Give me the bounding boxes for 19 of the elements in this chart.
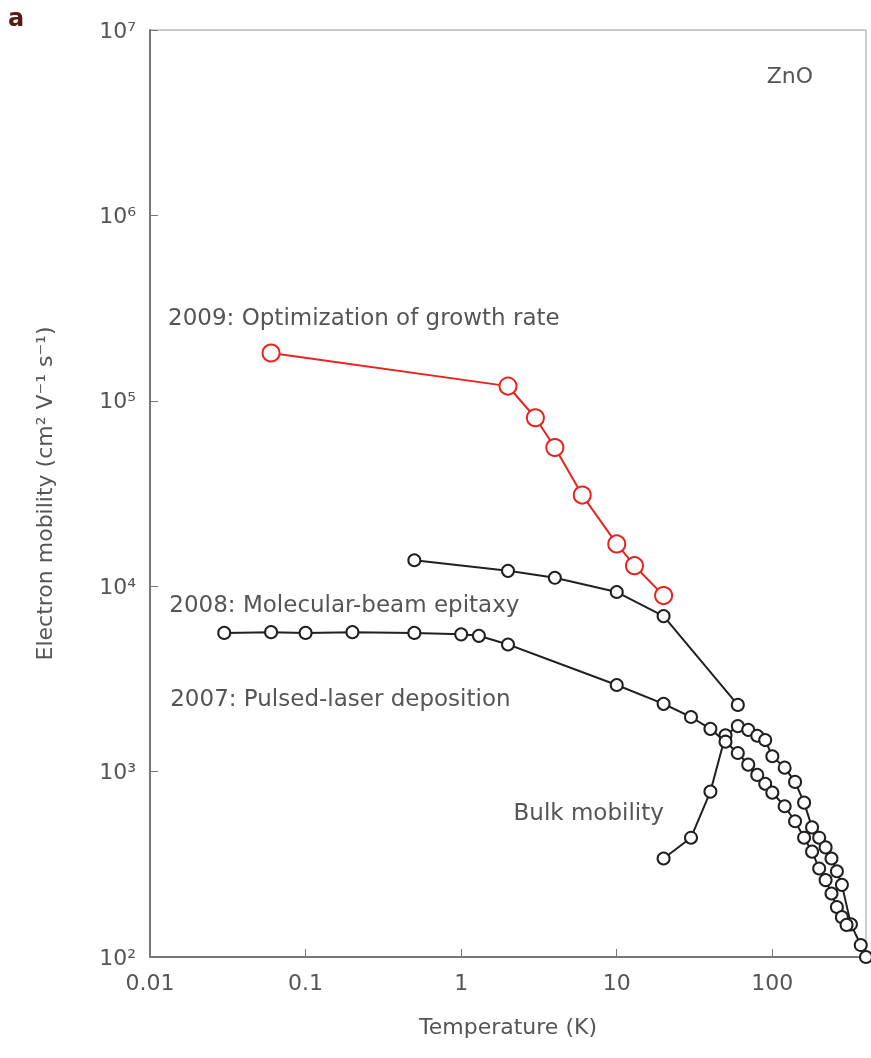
text: a [8, 4, 25, 32]
y-tick-label: 10³ [99, 759, 136, 785]
series-label: 2007: Pulsed-laser deposition [170, 684, 511, 711]
y-tick-label: 10⁶ [99, 202, 137, 228]
annotation: ZnO [766, 62, 814, 88]
x-tick-label: 1 [454, 969, 469, 995]
series-label: Bulk mobility [513, 799, 664, 826]
x-tick-label: 100 [751, 969, 794, 995]
y-tick-label: 10⁴ [99, 573, 137, 599]
x-tick-label: 0.01 [125, 969, 175, 995]
x-tick-label: 0.1 [288, 969, 324, 995]
x-axis-title: Temperature (K) [418, 1013, 597, 1039]
y-tick-label: 10⁷ [99, 17, 136, 43]
y-axis-title: Electron mobility (cm² V⁻¹ s⁻¹) [31, 326, 57, 661]
y-tick-label: 10⁵ [99, 388, 136, 414]
series-label: 2008: Molecular-beam epitaxy [169, 591, 520, 618]
x-tick-label: 10 [602, 969, 631, 995]
y-tick-label: 10² [99, 944, 136, 970]
text: 2009: Optimization of growth rate [168, 304, 560, 331]
